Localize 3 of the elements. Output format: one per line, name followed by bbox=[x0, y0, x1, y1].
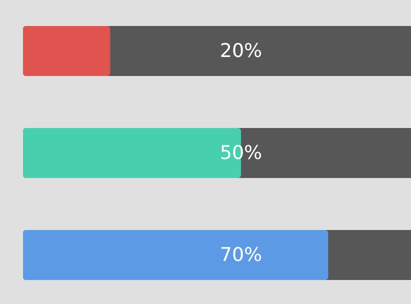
data-label: 50% bbox=[220, 142, 262, 164]
data-label: 70% bbox=[220, 244, 262, 266]
data-label: 20% bbox=[220, 40, 262, 62]
